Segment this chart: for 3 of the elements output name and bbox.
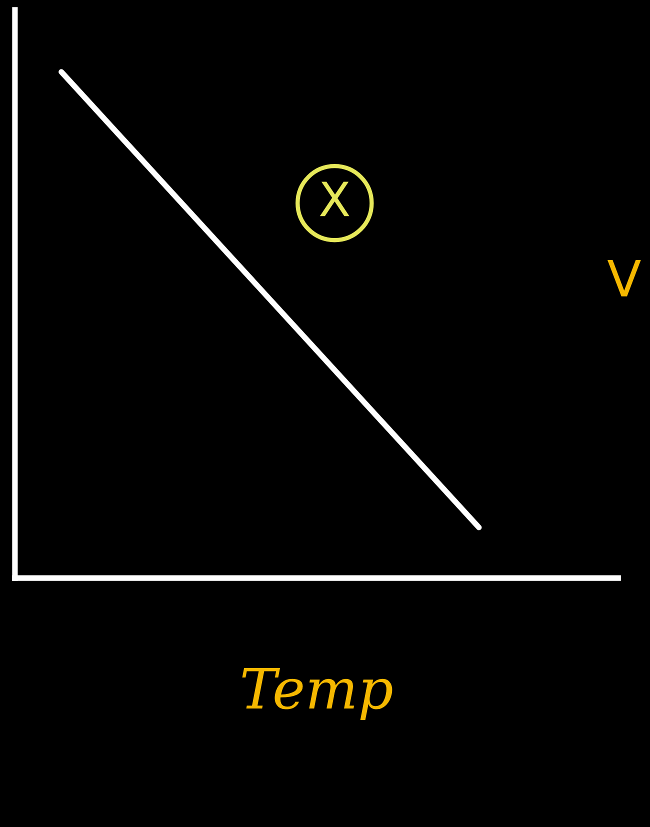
annotation: X: [320, 182, 350, 216]
x-axis-title: Temp: [242, 668, 392, 720]
y-axis-title: V: [607, 260, 641, 296]
